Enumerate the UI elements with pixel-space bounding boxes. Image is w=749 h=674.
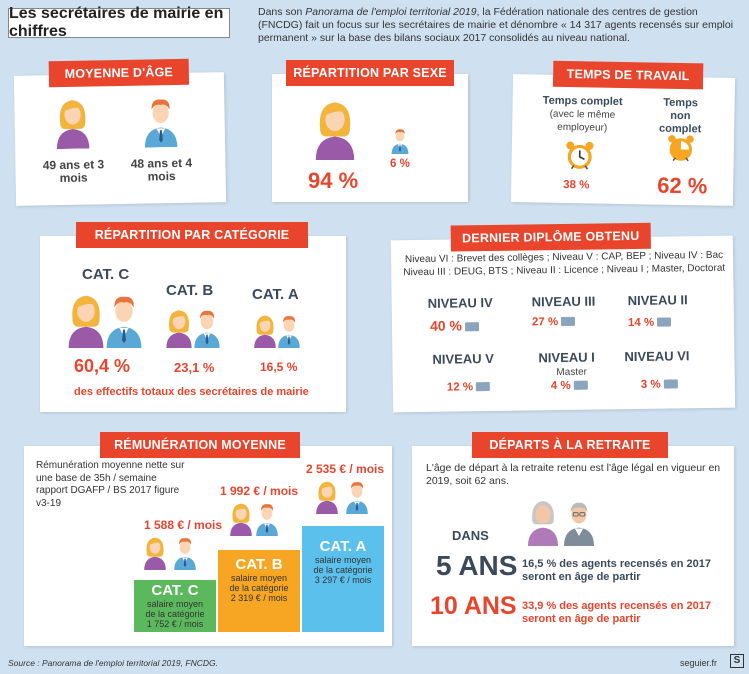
- cat-b-bar-label: CAT. B: [235, 556, 283, 573]
- full-time-sub: (avec le même employeur): [549, 108, 616, 134]
- sex-panel: RÉPARTITION PAR SEXE 94 % 6 %: [272, 60, 468, 202]
- category-note: des effectifs totaux des secrétaires de …: [74, 386, 309, 398]
- source-note: Source : Panorama de l'emploi territoria…: [8, 658, 218, 668]
- ten-years: 10 ANS: [430, 592, 517, 620]
- women-pct: 94 %: [308, 168, 359, 193]
- diploma-icon: [663, 379, 678, 390]
- cat-c-label: CAT. C: [82, 266, 130, 283]
- woman-icon: [54, 95, 91, 150]
- diploma-heading: DERNIER DIPLÔME OBTENU: [450, 222, 651, 252]
- man-icon: [172, 534, 198, 570]
- woman-icon: [312, 96, 358, 160]
- woman-icon: [314, 478, 340, 514]
- page-title: Les secrétaires de mairie en chiffres: [8, 5, 230, 40]
- level-pct: 27 %: [532, 316, 576, 328]
- salary-panel: RÉMUNÉRATION MOYENNE Rémunération moyenn…: [24, 432, 392, 646]
- five-years: 5 ANS: [436, 550, 518, 581]
- level-pct: 12 %: [447, 381, 491, 394]
- sex-heading: RÉPARTITION PAR SEXE: [286, 60, 454, 86]
- retire-panel: DÉPARTS À LA RETRAITE L'âge de départ à …: [412, 432, 734, 646]
- level-pct: 40 %: [430, 317, 480, 334]
- salary-heading: RÉMUNÉRATION MOYENNE: [100, 432, 300, 458]
- cat-c-bar-label: CAT. C: [151, 582, 199, 599]
- salary-note: Rémunération moyenne nette sur une base …: [36, 460, 185, 509]
- cat-b-pct: 23,1 %: [174, 360, 215, 375]
- age-heading: MOYENNE D'ÂGE: [48, 58, 190, 88]
- man-icon: [254, 500, 280, 536]
- woman-icon: [164, 306, 194, 348]
- level-pct: 3 %: [641, 378, 678, 391]
- level-pct: 4 %: [551, 380, 588, 392]
- level-name: NIVEAU V: [432, 350, 494, 367]
- category-panel: RÉPARTITION PAR CATÉGORIE CAT. C CAT. B …: [40, 222, 346, 412]
- clock-partial-icon: [666, 133, 697, 164]
- level-name: NIVEAU III: [531, 293, 596, 310]
- level-sub: Master: [556, 366, 588, 379]
- cat-a-label: CAT. A: [252, 286, 299, 303]
- woman-icon: [228, 500, 254, 536]
- category-heading: RÉPARTITION PAR CATÉGORIE: [76, 222, 308, 248]
- clock-icon: [563, 139, 596, 172]
- cat-c-amount: 1 588 € / mois: [144, 518, 223, 532]
- diploma-panel: DERNIER DIPLÔME OBTENU Niveau VI : Breve…: [390, 222, 736, 413]
- man-icon: [192, 306, 222, 348]
- level-name: NIVEAU IV: [427, 294, 493, 311]
- retire-note: L'âge de départ à la retraite retenu est…: [426, 462, 721, 487]
- diploma-icon: [573, 381, 588, 391]
- woman-icon: [252, 312, 278, 348]
- cat-a-pct: 16,5 %: [260, 360, 298, 374]
- level-name: NIVEAU VI: [624, 348, 690, 365]
- ten-years-text: 33,9 % des agents recensés en 2017 seron…: [522, 600, 711, 625]
- credit[interactable]: seguier.fr: [680, 658, 718, 668]
- cat-b-label: CAT. B: [166, 282, 214, 299]
- man-icon: [104, 290, 144, 348]
- woman-icon: [142, 534, 168, 570]
- cat-b-bar: CAT. B salaire moyen de la catégorie 2 3…: [218, 550, 300, 632]
- cat-a-bar: CAT. A salaire moyen de la catégorie 3 2…: [302, 526, 384, 632]
- full-time-pct: 38 %: [563, 178, 590, 192]
- time-heading: TEMPS DE TRAVAIL: [552, 60, 704, 90]
- cat-b-bar-sub: salaire moyen de la catégorie 2 319 € / …: [229, 573, 289, 603]
- cat-c-pct: 60,4 %: [74, 356, 131, 376]
- man-icon: [142, 93, 179, 148]
- dans-label: DANS: [452, 528, 489, 543]
- women-age: 49 ans et 3 mois: [42, 157, 105, 186]
- man-icon: [276, 312, 302, 348]
- intro-text: Dans son Panorama de l'emploi territoria…: [258, 6, 734, 44]
- cat-a-bar-label: CAT. A: [319, 538, 367, 555]
- man-icon: [344, 478, 370, 514]
- level-name: NIVEAU II: [627, 292, 688, 309]
- men-pct: 6 %: [390, 158, 410, 170]
- cat-c-bar-sub: salaire moyen de la catégorie 1 752 € / …: [145, 599, 205, 629]
- cat-c-bar: CAT. C salaire moyen de la catégorie 1 7…: [134, 580, 216, 632]
- seguier-logo-icon: S: [730, 654, 744, 668]
- man-icon: [390, 126, 410, 154]
- diploma-legend: Niveau VI : Brevet des collèges ; Niveau…: [403, 249, 726, 278]
- cat-a-amount: 2 535 € / mois: [306, 462, 385, 476]
- men-age: 48 ans et 4 mois: [130, 155, 193, 184]
- part-time-pct: 62 %: [656, 172, 708, 199]
- diploma-icon: [464, 321, 480, 332]
- cat-a-bar-sub: salaire moyen de la catégorie 3 297 € / …: [313, 555, 373, 585]
- time-panel: TEMPS DE TRAVAIL Temps complet (avec le …: [510, 60, 736, 206]
- part-time-label: Temps non complet: [659, 96, 702, 136]
- age-panel: MOYENNE D'ÂGE 49 ans et 3 mois 48 ans et…: [13, 58, 227, 206]
- level-pct: 14 %: [628, 316, 672, 329]
- cat-b-amount: 1 992 € / mois: [220, 484, 299, 498]
- diploma-icon: [561, 317, 576, 327]
- elderly-man-icon: [562, 496, 596, 546]
- woman-icon: [66, 290, 106, 348]
- retire-heading: DÉPARTS À LA RETRAITE: [472, 432, 668, 458]
- elderly-woman-icon: [526, 496, 560, 546]
- diploma-icon: [657, 317, 672, 328]
- level-name: NIVEAU I: [538, 349, 595, 366]
- five-years-text: 16,5 % des agents recensés en 2017 seron…: [522, 558, 711, 583]
- diploma-icon: [476, 382, 491, 392]
